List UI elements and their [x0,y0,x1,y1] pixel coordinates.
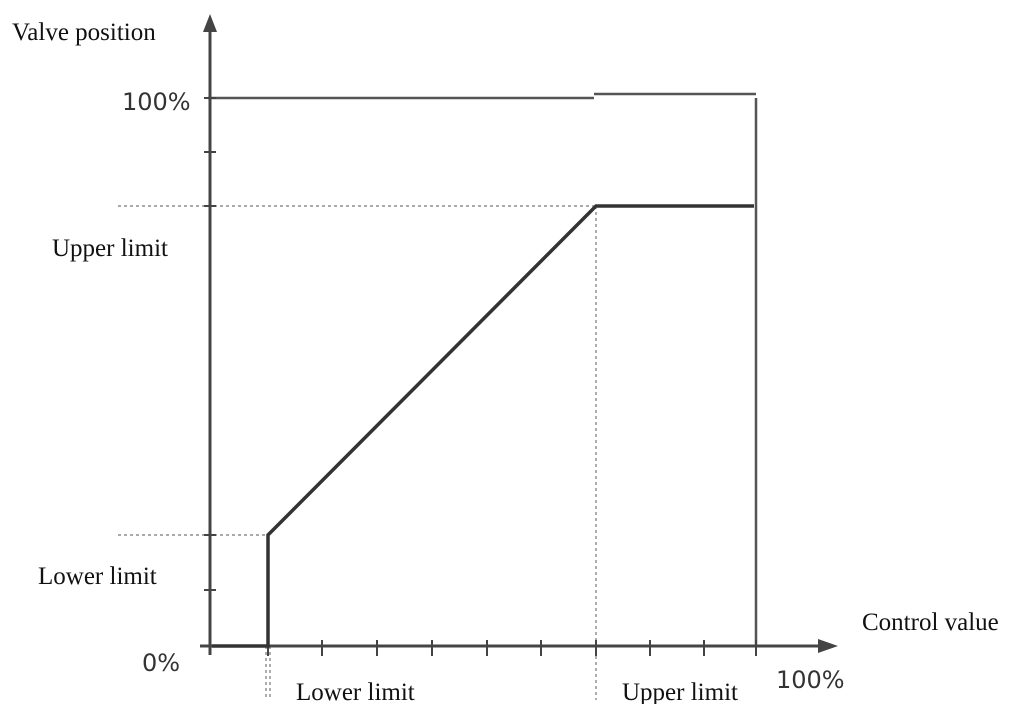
y-upper-limit-label: Upper limit [52,235,168,262]
labels: Valve position Control value 100% Upper … [12,19,999,704]
x-upper-limit-label: Upper limit [622,679,738,704]
max-frame [208,92,758,646]
y-lower-limit-label: Lower limit [38,563,157,590]
guide-lines [118,205,597,700]
valve-response-curve [212,204,754,648]
x-axis-ticks [267,640,757,656]
x-max-label: 100% [776,666,845,694]
origin-label: 0% [142,649,180,677]
axes [200,14,838,655]
y-axis-title: Valve position [12,19,156,46]
x-axis-arrowhead [818,639,838,653]
x-lower-limit-label: Lower limit [296,679,415,704]
y-axis-arrowhead [203,14,217,32]
y-max-label: 100% [122,88,191,116]
x-axis-title: Control value [862,609,999,636]
y-axis-ticks [204,97,216,591]
